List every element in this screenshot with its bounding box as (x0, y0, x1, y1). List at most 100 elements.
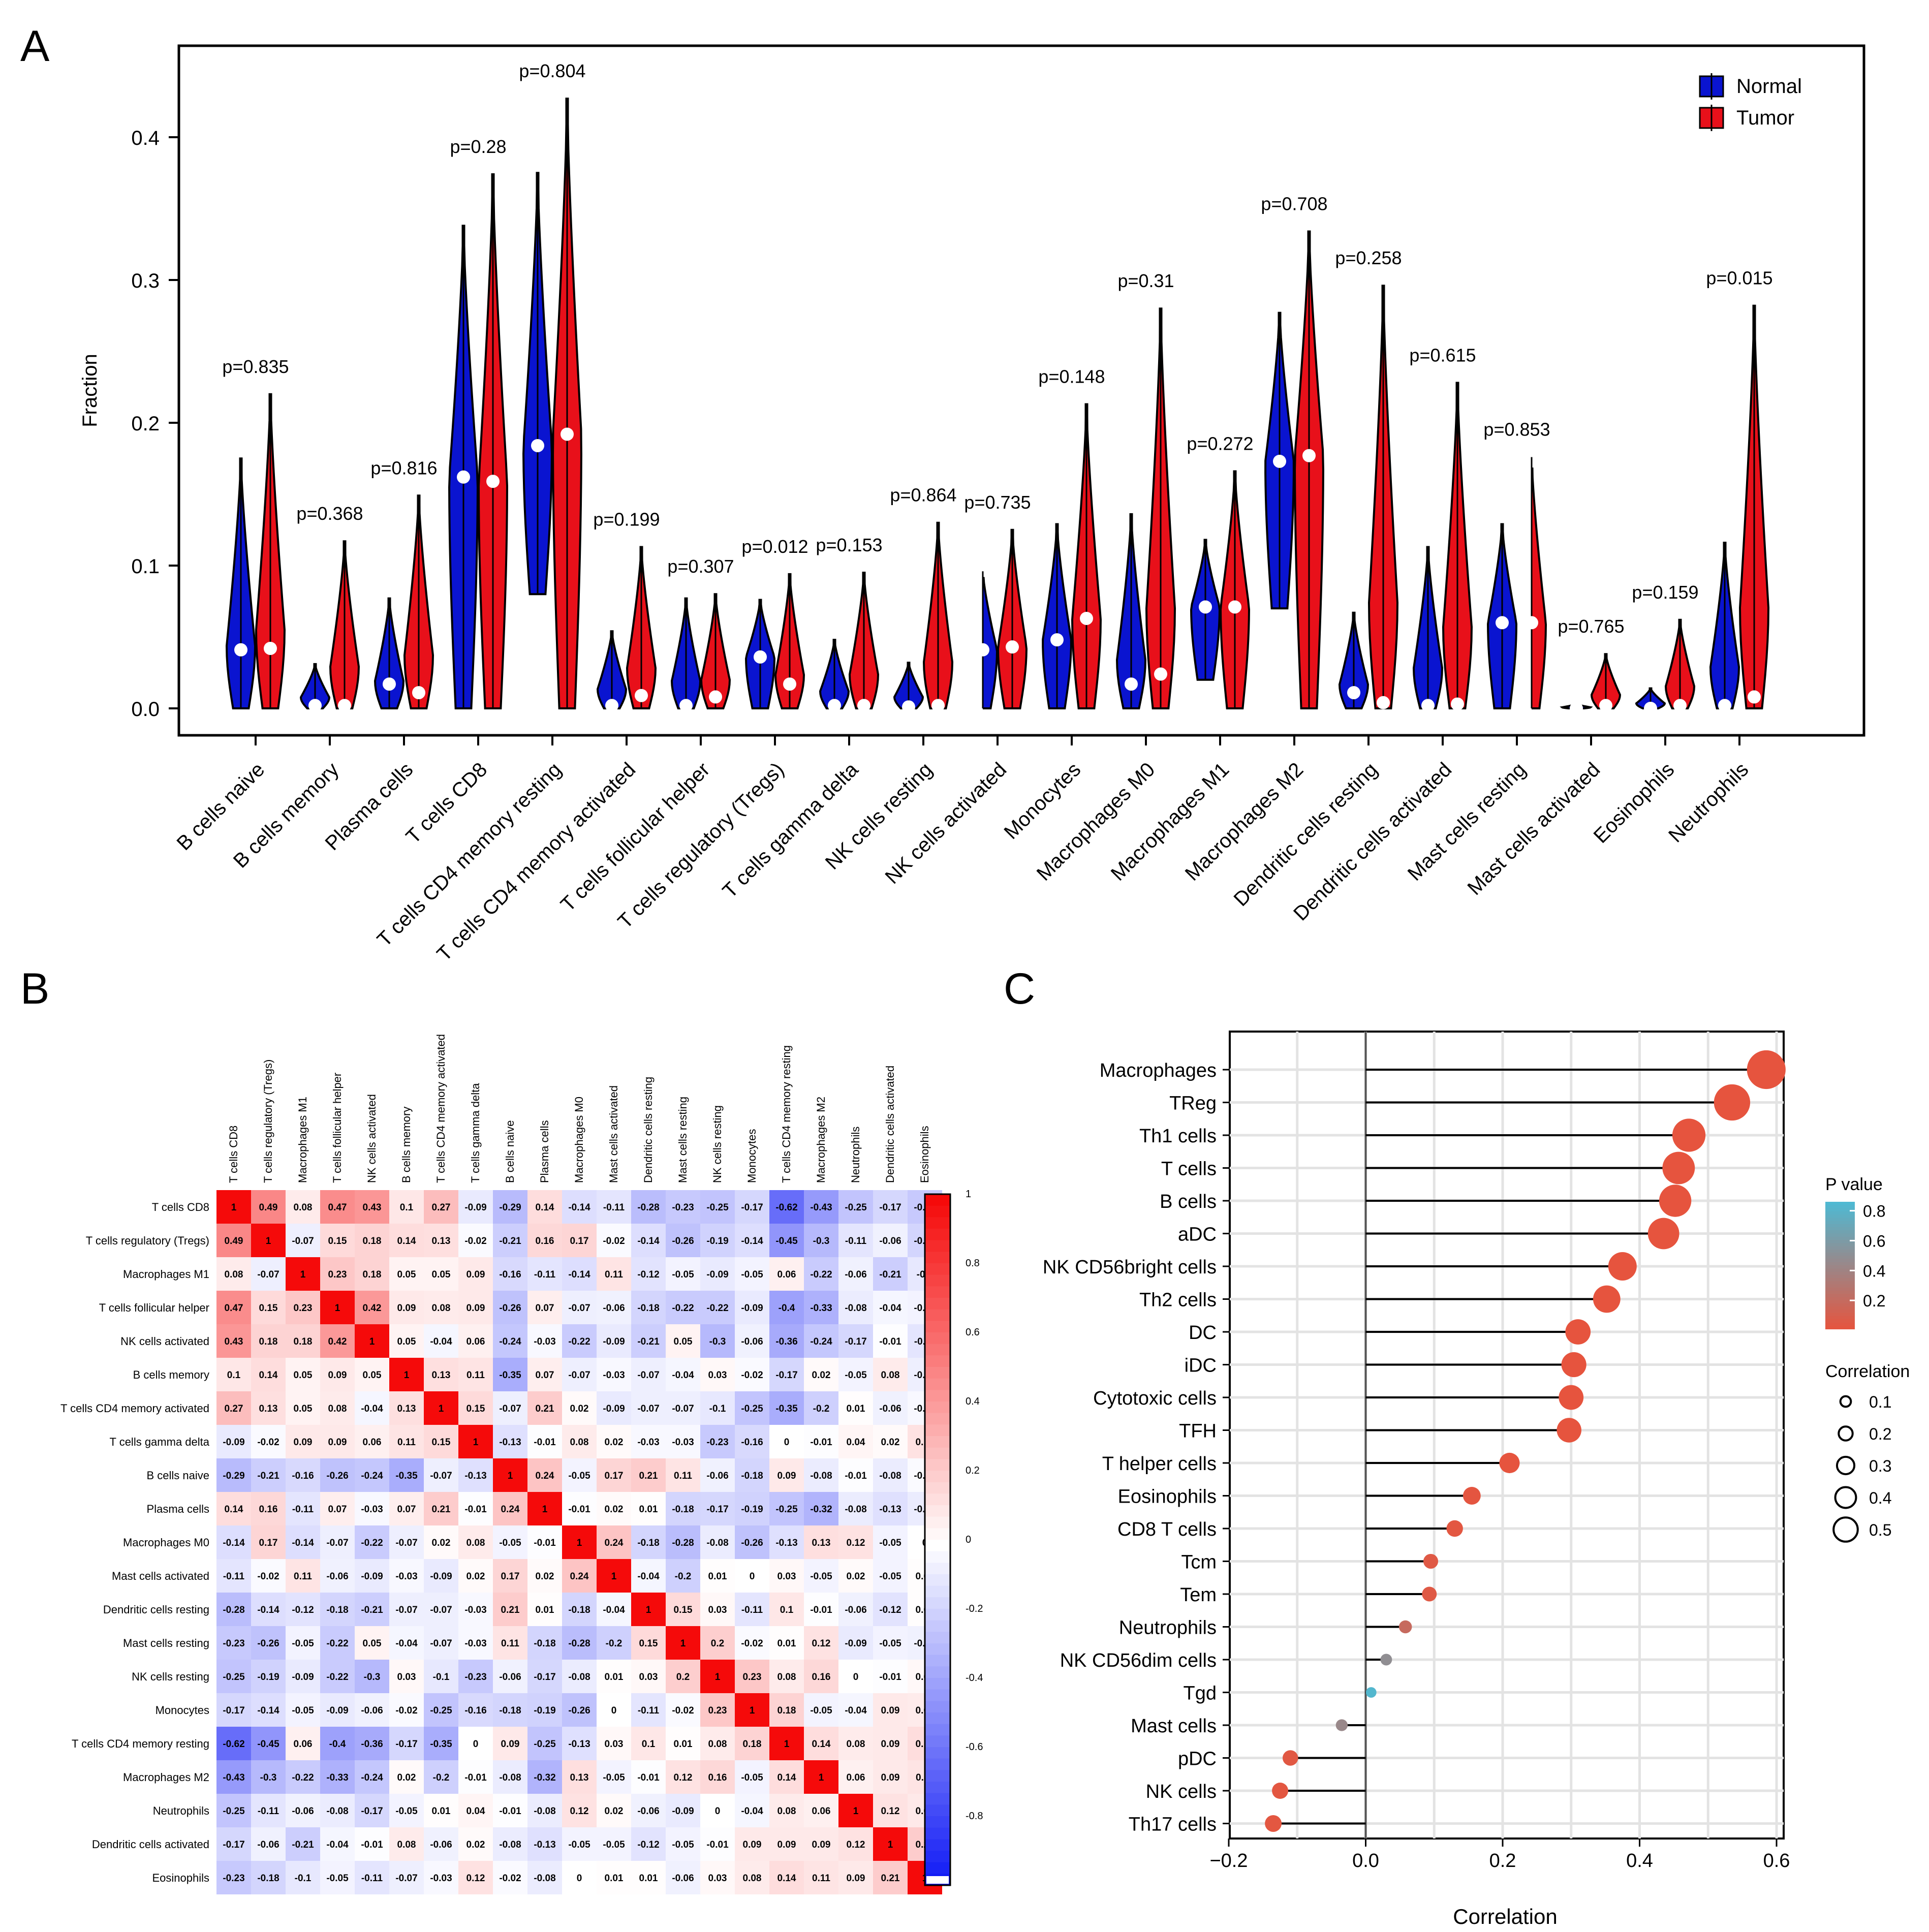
heatmap-cell-5-1 (251, 1358, 286, 1391)
heatmap-cell-9-0 (216, 1492, 251, 1525)
violin-normal-nk-cells-activated (982, 577, 998, 709)
heatmap-cell-19-17 (804, 1827, 838, 1861)
heatmap-cell-3-10 (562, 1291, 597, 1324)
heatmap-cell-10-0 (216, 1525, 251, 1559)
heatmap-cell-14-9 (527, 1660, 562, 1693)
heatmap-value-15-18: -0.04 (845, 1705, 867, 1716)
colorbar-segment-58 (925, 1862, 950, 1875)
heatmap-value-10-4: -0.22 (361, 1538, 383, 1548)
heatmap-cell-11-13 (666, 1559, 700, 1593)
heatmap-value-6-10: 0.02 (570, 1404, 589, 1414)
heatmap-value-5-18: -0.05 (845, 1370, 867, 1381)
heatmap-cell-12-0 (216, 1593, 251, 1626)
heatmap-value-19-8: -0.08 (499, 1840, 521, 1850)
heatmap-cell-18-10 (562, 1794, 597, 1827)
heatmap-value-13-5: -0.04 (395, 1638, 418, 1649)
heatmap-value-6-17: -0.2 (813, 1404, 830, 1414)
heatmap-cell-14-18 (838, 1660, 873, 1693)
heatmap-value-9-15: -0.19 (741, 1504, 763, 1515)
colorbar-segment-6 (925, 1263, 950, 1275)
legend-pvalue-segment-20 (1825, 1265, 1855, 1269)
heatmap-cell-13-4 (355, 1626, 389, 1660)
point-macrophages (1747, 1050, 1786, 1089)
heatmap-value-2-15: -0.05 (741, 1269, 763, 1280)
heatmap-cell-5-16 (769, 1358, 804, 1391)
heatmap-cell-2-8 (493, 1257, 527, 1291)
heatmap-cell-20-3 (320, 1861, 355, 1894)
heatmap-value-6-0: 0.27 (225, 1404, 243, 1414)
row-label-dendritic-cells-resting: Dendritic cells resting (103, 1603, 209, 1616)
colorbar-segment-5 (925, 1252, 950, 1264)
colorbar-tick-6: -0.2 (966, 1603, 983, 1614)
heatmap-value-5-0: 0.1 (227, 1370, 241, 1381)
p-value-b-cells-naive: p=0.835 (222, 356, 289, 377)
heatmap-cell-6-3 (320, 1391, 355, 1425)
heatmap-cell-17-14 (700, 1760, 735, 1794)
heatmap-value-7-16: 0 (784, 1437, 790, 1448)
y-tick-label-tgd: Tgd (1184, 1683, 1217, 1704)
heatmap-cell-0-17 (804, 1190, 838, 1224)
heatmap-value-2-4: 0.18 (363, 1269, 382, 1280)
heatmap-cell-8-5 (389, 1458, 424, 1492)
heatmap-cell-11-16 (769, 1559, 804, 1593)
heatmap-value-20-4: -0.11 (361, 1873, 383, 1884)
heatmap-value-16-18: 0.08 (847, 1739, 865, 1750)
heatmap-cell-7-19 (873, 1425, 908, 1458)
heatmap-cell-9-2 (286, 1492, 320, 1525)
heatmap-value-9-5: 0.07 (397, 1504, 416, 1515)
colorbar-segment-17 (925, 1390, 950, 1402)
heatmap-value-12-3: -0.18 (326, 1605, 348, 1615)
heatmap-cell-14-12 (631, 1660, 666, 1693)
heatmap-cell-8-0 (216, 1458, 251, 1492)
y-tick-label-nk-cd56dim-cells: NK CD56dim cells (1060, 1650, 1217, 1671)
heatmap-value-11-15: 0 (750, 1571, 755, 1582)
y-tick-label-2: 0.2 (131, 413, 160, 435)
heatmap-value-2-11: 0.11 (605, 1269, 623, 1280)
legend-pvalue-segment-21 (1825, 1268, 1855, 1272)
median-dot-normal-t-cells-gamma-delta (828, 699, 841, 712)
heatmap-value-8-10: -0.05 (568, 1471, 590, 1481)
heatmap-value-5-14: 0.03 (708, 1370, 727, 1381)
heatmap-cell-6-11 (597, 1391, 631, 1425)
heatmap-cell-8-1 (251, 1458, 286, 1492)
row-label-mast-cells-resting: Mast cells resting (123, 1637, 209, 1649)
heatmap-value-4-0: 0.43 (225, 1336, 243, 1347)
heatmap-cell-14-14 (700, 1660, 735, 1693)
heatmap-cell-19-11 (597, 1827, 631, 1861)
y-tick-label-nk-cells: NK cells (1146, 1781, 1217, 1802)
heatmap-value-3-8: -0.26 (499, 1303, 521, 1314)
p-value-dendritic-cells-resting: p=0.258 (1335, 247, 1402, 268)
legend-size-circle-3 (1834, 1486, 1857, 1509)
colorbar-segment-35 (925, 1597, 950, 1609)
heatmap-cell-13-8 (493, 1626, 527, 1660)
row-label-macrophages-m0: Macrophages M0 (123, 1536, 209, 1549)
heatmap-cell-10-18 (838, 1525, 873, 1559)
colorbar-segment-51 (925, 1782, 950, 1794)
heatmap-cell-2-0 (216, 1257, 251, 1291)
heatmap-cell-7-3 (320, 1425, 355, 1458)
heatmap-value-11-10: 0.24 (570, 1571, 589, 1582)
heatmap-value-17-3: -0.33 (326, 1772, 348, 1783)
heatmap-value-3-14: -0.22 (706, 1303, 728, 1314)
point-th17-cells (1265, 1815, 1282, 1832)
colorbar-segment-0 (925, 1194, 950, 1206)
heatmap-cell-14-19 (873, 1660, 908, 1693)
heatmap-cell-16-14 (700, 1727, 735, 1760)
heatmap-value-7-7: 1 (473, 1437, 479, 1448)
heatmap-value-16-0: -0.62 (223, 1739, 244, 1750)
median-dot-normal-b-cells-naive (234, 643, 247, 657)
heatmap-cell-5-8 (493, 1358, 527, 1391)
heatmap-cell-17-17 (804, 1760, 838, 1794)
colorbar-segment-31 (925, 1551, 950, 1564)
heatmap-cell-10-14 (700, 1525, 735, 1559)
y-tick-label-tcm: Tcm (1181, 1552, 1217, 1573)
heatmap-cell-7-4 (355, 1425, 389, 1458)
heatmap-value-0-19: -0.17 (879, 1202, 901, 1213)
heatmap-value-19-16: 0.09 (777, 1840, 796, 1850)
colorbar-segment-24 (925, 1471, 950, 1483)
heatmap-cell-0-4 (355, 1190, 389, 1224)
heatmap-value-0-1: 0.49 (259, 1202, 278, 1213)
col-label-plasma-cells: Plasma cells (538, 1120, 551, 1183)
heatmap-value-0-16: -0.62 (775, 1202, 797, 1213)
